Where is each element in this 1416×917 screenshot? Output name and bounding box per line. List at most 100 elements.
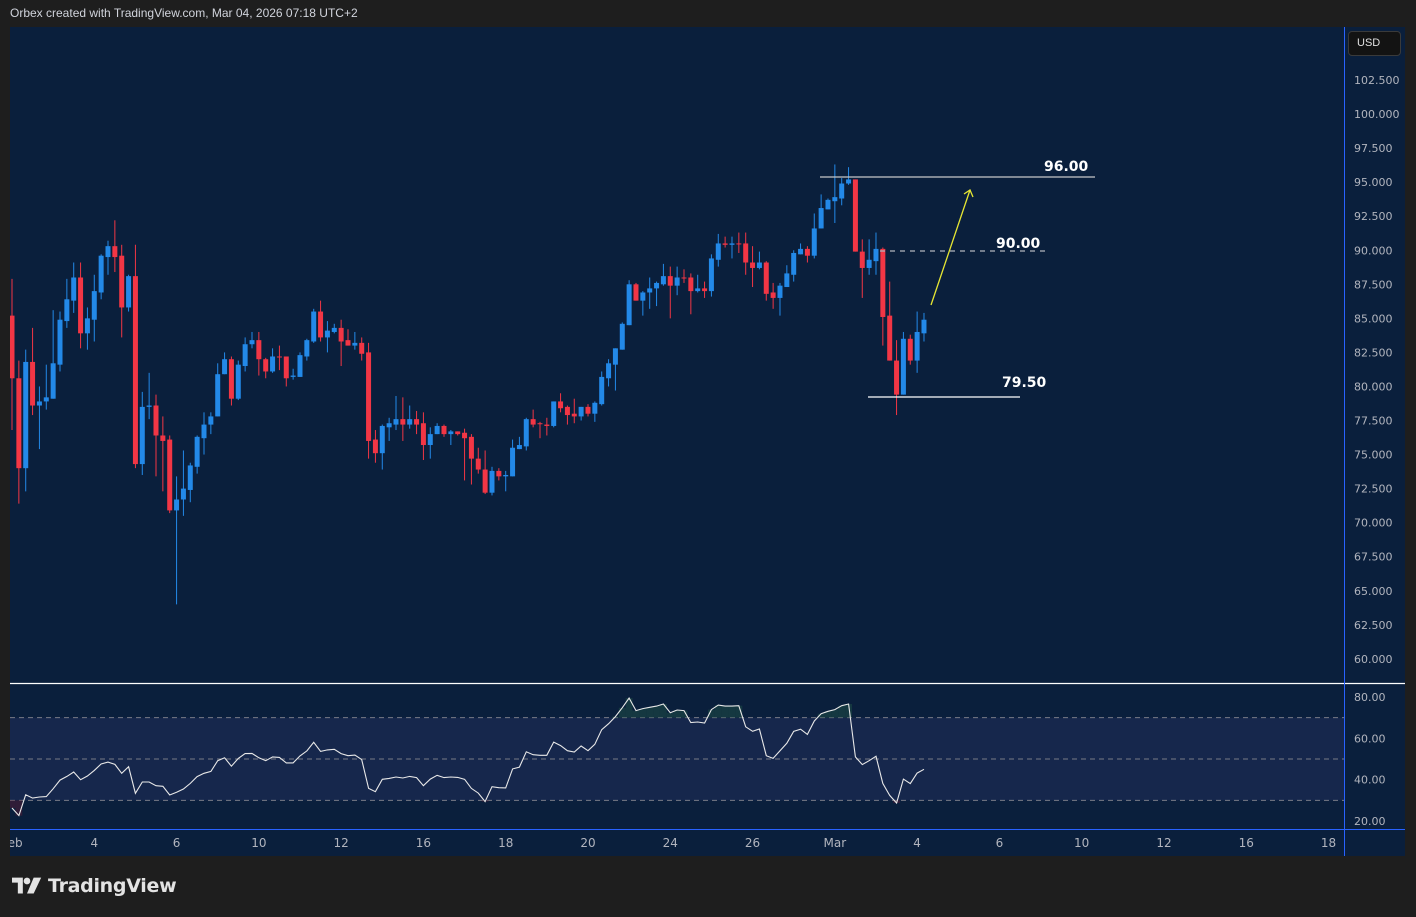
candle-body (208, 416, 214, 425)
candle (194, 435, 200, 474)
candle (167, 435, 173, 514)
candle (921, 312, 927, 342)
candle (270, 348, 276, 373)
candle (578, 406, 584, 421)
price-axis[interactable]: 102.500 100.000 97.500 95.000 92.500 90.000 87… (1354, 74, 1400, 666)
candle (462, 428, 468, 481)
candle (23, 349, 29, 492)
rsi-overbought-fill (639, 708, 647, 718)
candle (160, 416, 166, 492)
rsi-overbought-fill (845, 704, 852, 718)
candle-body (434, 425, 440, 435)
candle-body (736, 243, 742, 245)
candle-body (153, 405, 159, 436)
candle-body (475, 458, 481, 470)
candle (818, 194, 824, 229)
rsi-pane (10, 696, 1344, 817)
price-pane (10, 164, 927, 605)
candle (839, 178, 845, 206)
projection-arrow[interactable] (930, 189, 974, 306)
rsi-overbought-fill (831, 709, 839, 718)
candle-body (36, 401, 42, 406)
candle-body (599, 376, 605, 405)
candle (887, 281, 893, 361)
candle-body (852, 179, 858, 252)
candle-body (681, 277, 687, 279)
candle-body (222, 359, 228, 375)
candle-body (23, 361, 29, 469)
candle-body (708, 258, 714, 292)
rsi-overbought-fill (632, 710, 640, 718)
candle (852, 179, 858, 252)
rsi-overbought-fill (838, 705, 846, 718)
rsi-tick-label: 20.00 (1354, 815, 1386, 828)
candle (743, 232, 749, 275)
candle (16, 360, 22, 504)
tradingview-logo[interactable]: TradingView (12, 875, 177, 897)
candle (750, 246, 756, 288)
level-label: 90.00 (996, 236, 1041, 252)
rsi-axis[interactable]: 80.00 60.00 40.00 20.00 (1354, 691, 1386, 828)
candle-body (290, 375, 296, 377)
candle (599, 371, 605, 406)
candle (30, 327, 36, 416)
price-tick-label: 70.000 (1354, 517, 1393, 530)
candle (619, 322, 625, 350)
candle-body (235, 364, 241, 399)
candle-body (674, 277, 680, 286)
candle-body (756, 262, 762, 268)
candle (276, 345, 282, 371)
candle (496, 468, 502, 481)
candle-body (825, 199, 831, 210)
candle (448, 430, 454, 446)
candle-body (448, 431, 454, 435)
candle-body (441, 425, 447, 435)
arrow-shaft (930, 189, 971, 306)
candle-body (462, 432, 468, 439)
candle-body (880, 248, 886, 317)
price-tick-label: 65.000 (1354, 585, 1393, 598)
candle-body (249, 340, 255, 345)
candle (798, 243, 804, 255)
candle-body (695, 288, 701, 292)
candle (859, 239, 865, 298)
candle-body (331, 327, 337, 332)
time-tick-label: 6 (996, 836, 1004, 850)
rsi-overbought-fill (824, 711, 832, 718)
candle (914, 311, 920, 373)
price-tick-label: 75.000 (1354, 449, 1393, 462)
candle-body (366, 352, 372, 441)
level-label: 96.00 (1044, 159, 1089, 175)
time-axis[interactable]: Feb 4 6 10 12 16 18 20 24 26 Mar 4 6 10 12 16 18 (1, 836, 1336, 850)
candle-body (633, 284, 639, 301)
candle-body (647, 288, 653, 293)
candle-body (30, 361, 36, 406)
price-tick-label: 85.000 (1354, 312, 1393, 325)
rsi-overbought-fill (680, 710, 688, 718)
candle-body (818, 208, 824, 229)
time-tick-label: Feb (1, 836, 22, 850)
candle (756, 251, 762, 270)
candle-body (119, 255, 125, 308)
candle-body (900, 338, 906, 395)
rsi-overbought-fill (666, 712, 674, 718)
rsi-overbought-fill (646, 707, 654, 718)
candle-body (379, 425, 385, 454)
candle-body (482, 469, 488, 493)
candle (455, 431, 461, 436)
currency-button[interactable]: USD (1348, 31, 1401, 56)
candle-body (839, 183, 845, 199)
candle-body (866, 259, 872, 268)
candle (64, 278, 70, 328)
candle (84, 307, 90, 350)
candle-body (729, 243, 735, 245)
candle (71, 262, 77, 313)
candle-body (126, 276, 132, 308)
rsi-overbought-fill (728, 706, 736, 718)
candle (482, 450, 488, 495)
price-tick-label: 100.000 (1354, 108, 1400, 121)
candle (633, 282, 639, 301)
candle-body (297, 355, 303, 377)
candle (715, 233, 721, 267)
